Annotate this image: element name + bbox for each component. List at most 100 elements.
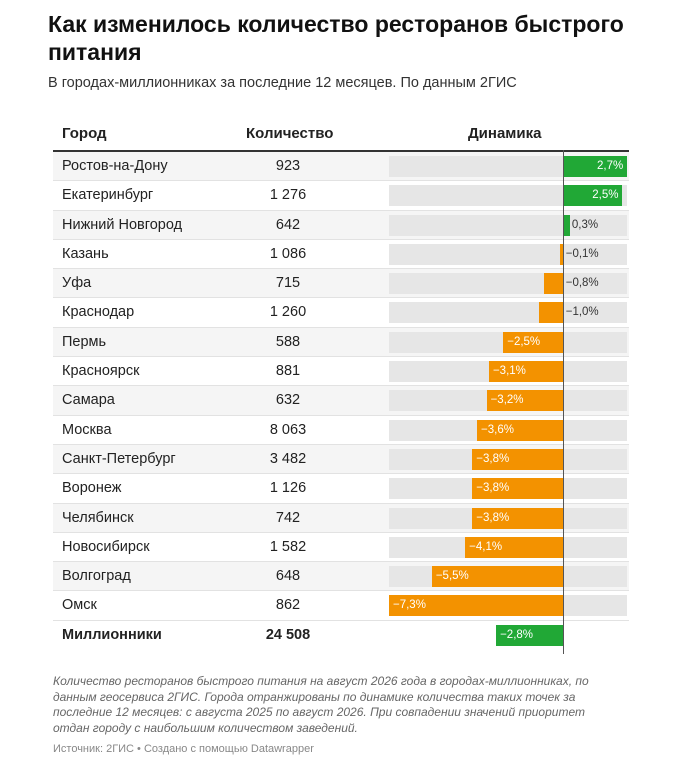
- restaurant-count: 742: [275, 509, 301, 526]
- city-name: Новосибирск: [62, 538, 150, 555]
- city-name: Нижний Новгород: [62, 216, 183, 233]
- table-row: Челябинск 742 −3,8%: [53, 503, 629, 533]
- bar-track: −5,5%: [389, 566, 627, 588]
- column-header-city: Город: [62, 125, 107, 142]
- city-name: Волгоград: [62, 568, 131, 585]
- change-label: −3,8%: [476, 482, 510, 495]
- bar-track: 0,3%: [389, 214, 627, 236]
- change-label: −5,5%: [435, 570, 469, 583]
- restaurant-count: 3 482: [269, 450, 307, 467]
- city-name: Миллионники: [62, 626, 162, 643]
- bar-track: −3,2%: [389, 390, 627, 412]
- table-row: Новосибирск 1 582 −4,1%: [53, 533, 629, 563]
- change-label: 0,3%: [571, 218, 599, 231]
- bar-track: −4,1%: [389, 536, 627, 558]
- change-bar: [472, 448, 563, 470]
- bar-track: −2,8%: [389, 624, 627, 646]
- city-name: Самара: [62, 392, 115, 409]
- change-label: −3,8%: [476, 452, 510, 465]
- change-label: −2,8%: [500, 628, 534, 641]
- change-label: −3,2%: [490, 394, 524, 407]
- bar-track: −0,8%: [389, 273, 627, 295]
- restaurant-count: 923: [275, 158, 301, 174]
- table-body: Ростов-на-Дону 923 2,7% Екатеринбург 1 276 2,…: [53, 150, 629, 654]
- bar-track: −2,5%: [389, 331, 627, 353]
- change-bar: [562, 214, 570, 236]
- change-label: −0,8%: [565, 277, 599, 290]
- change-label: −4,1%: [469, 540, 503, 553]
- restaurant-count: 24 508: [265, 626, 311, 643]
- change-label: −7,3%: [393, 599, 426, 612]
- bar-track: 2,7%: [389, 156, 627, 177]
- change-bar: [488, 361, 563, 383]
- table-row: Екатеринбург 1 276 2,5%: [53, 181, 629, 211]
- change-label: −0,1%: [565, 247, 599, 260]
- city-name: Москва: [62, 421, 112, 438]
- change-bar: [472, 478, 563, 500]
- table-row: Волгоград 648 −5,5%: [53, 562, 629, 592]
- change-label: −3,6%: [481, 423, 514, 436]
- city-name: Воронеж: [62, 480, 122, 497]
- bar-track: −3,1%: [389, 361, 627, 383]
- change-bar: [562, 156, 627, 177]
- bar-track: −1,0%: [389, 302, 627, 324]
- change-label: −2,5%: [507, 335, 541, 348]
- city-name: Санкт-Петербург: [62, 450, 176, 467]
- restaurant-count: 632: [275, 392, 301, 409]
- restaurant-count: 8 063: [269, 421, 307, 438]
- change-bar: [486, 390, 563, 412]
- restaurant-count: 1 086: [269, 245, 307, 262]
- bar-track: −3,6%: [389, 419, 627, 441]
- table-row: Краснодар 1 260 −1,0%: [53, 298, 629, 328]
- city-name: Казань: [62, 245, 109, 262]
- table-row: Воронеж 1 126 −3,8%: [53, 474, 629, 504]
- table-row: Москва 8 063 −3,6%: [53, 416, 629, 445]
- change-label: 2,5%: [592, 189, 619, 202]
- table-row: Омск 862 −7,3%: [53, 591, 629, 621]
- column-header-count: Количество: [246, 125, 334, 142]
- change-label: −1,0%: [565, 306, 599, 319]
- table-row: Нижний Новгород 642 0,3%: [53, 210, 629, 240]
- bar-track: −3,8%: [389, 478, 627, 500]
- change-label: −3,8%: [476, 511, 510, 524]
- restaurant-count: 1 582: [269, 538, 307, 555]
- change-bar: [465, 536, 563, 558]
- change-label: −3,1%: [492, 365, 526, 378]
- restaurant-count: 648: [275, 568, 301, 585]
- bar-track: −3,8%: [389, 507, 627, 529]
- data-table: Город Количество Динамика Ростов-на-Дону…: [53, 118, 629, 654]
- restaurant-count: 588: [275, 333, 301, 350]
- city-name: Краснодар: [62, 304, 135, 321]
- table-row: Санкт-Петербург 3 482 −3,8%: [53, 444, 629, 475]
- change-bar: [472, 507, 563, 529]
- table-row: Самара 632 −3,2%: [53, 386, 629, 416]
- restaurant-count: 862: [275, 597, 301, 614]
- change-bar: [560, 243, 563, 265]
- change-bar: [477, 419, 563, 441]
- restaurant-count: 715: [275, 275, 301, 292]
- total-row: Миллионники 24 508 −2,8%: [53, 621, 629, 650]
- source-line: Источник: 2ГИС • Создано с помощью Dataw…: [53, 743, 314, 755]
- bar-track: −7,3%: [389, 595, 627, 617]
- column-header-dynamics: Динамика: [468, 125, 542, 142]
- city-name: Пермь: [62, 333, 107, 350]
- change-bar: [496, 624, 563, 646]
- table-header: Город Количество Динамика: [53, 118, 629, 152]
- restaurant-count: 1 126: [269, 480, 307, 497]
- change-bar: [562, 185, 623, 207]
- change-bar: [503, 331, 563, 353]
- city-name: Уфа: [62, 275, 92, 292]
- change-bar: [538, 302, 563, 324]
- page-subtitle: В городах-миллионниках за последние 12 м…: [48, 75, 517, 91]
- zero-axis-line: [562, 150, 564, 654]
- restaurant-count: 642: [275, 216, 301, 233]
- restaurant-count: 1 260: [269, 304, 307, 321]
- bar-track: −3,8%: [389, 448, 627, 470]
- city-name: Красноярск: [62, 363, 140, 380]
- change-bar: [431, 566, 563, 588]
- change-bar: [543, 273, 563, 295]
- table-row: Казань 1 086 −0,1%: [53, 240, 629, 270]
- page-title: Как изменилось количество ресторанов быс…: [48, 11, 624, 65]
- city-name: Челябинск: [62, 509, 134, 526]
- table-row: Пермь 588 −2,5%: [53, 327, 629, 358]
